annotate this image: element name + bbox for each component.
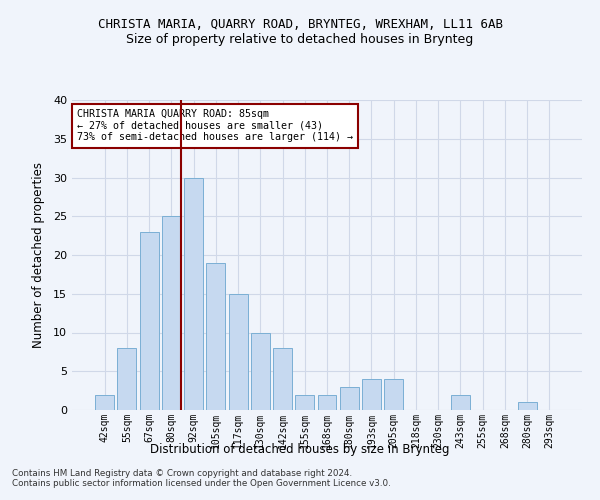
- Text: Contains public sector information licensed under the Open Government Licence v3: Contains public sector information licen…: [12, 479, 391, 488]
- Bar: [362, 379, 381, 410]
- Bar: [162, 216, 181, 410]
- Text: CHRISTA MARIA, QUARRY ROAD, BRYNTEG, WREXHAM, LL11 6AB: CHRISTA MARIA, QUARRY ROAD, BRYNTEG, WRE…: [97, 18, 503, 30]
- Bar: [273, 348, 292, 410]
- Bar: [451, 394, 470, 410]
- Bar: [251, 332, 270, 410]
- Text: Size of property relative to detached houses in Brynteg: Size of property relative to detached ho…: [127, 32, 473, 46]
- Y-axis label: Number of detached properties: Number of detached properties: [32, 162, 44, 348]
- Bar: [95, 394, 114, 410]
- Bar: [206, 263, 225, 410]
- Text: Distribution of detached houses by size in Brynteg: Distribution of detached houses by size …: [150, 444, 450, 456]
- Bar: [340, 387, 359, 410]
- Bar: [140, 232, 158, 410]
- Bar: [118, 348, 136, 410]
- Text: Contains HM Land Registry data © Crown copyright and database right 2024.: Contains HM Land Registry data © Crown c…: [12, 469, 352, 478]
- Bar: [518, 402, 536, 410]
- Bar: [384, 379, 403, 410]
- Bar: [184, 178, 203, 410]
- Text: CHRISTA MARIA QUARRY ROAD: 85sqm
← 27% of detached houses are smaller (43)
73% o: CHRISTA MARIA QUARRY ROAD: 85sqm ← 27% o…: [77, 110, 353, 142]
- Bar: [295, 394, 314, 410]
- Bar: [229, 294, 248, 410]
- Bar: [317, 394, 337, 410]
